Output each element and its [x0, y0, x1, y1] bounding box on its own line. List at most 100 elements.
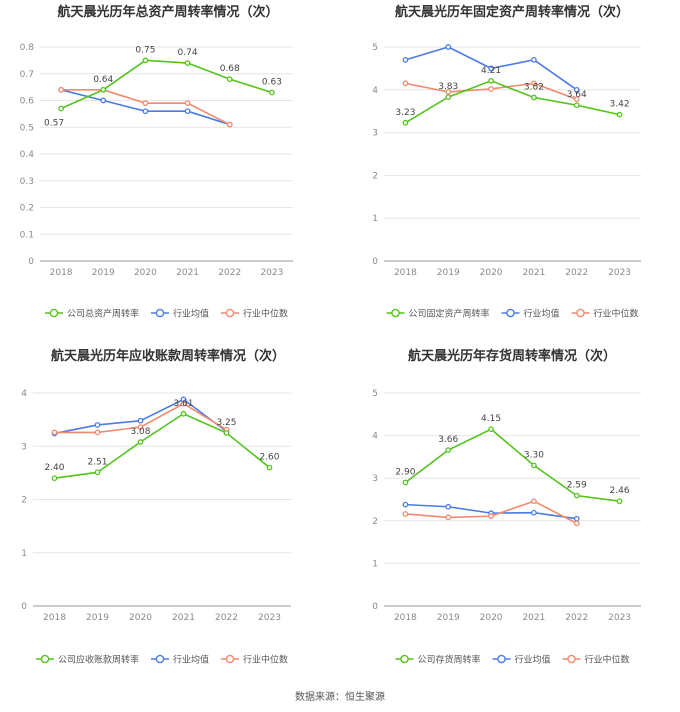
data-point [137, 439, 144, 445]
series-line [405, 79, 620, 124]
data-point [488, 426, 494, 433]
y-tick-label: 2 [21, 496, 27, 506]
x-tick-label: 2023 [260, 268, 283, 278]
data-point [531, 498, 537, 505]
x-tick-label: 2018 [394, 268, 417, 278]
data-point [445, 514, 452, 521]
series-line [60, 89, 230, 126]
legend-marker [40, 654, 50, 664]
data-label: 3.30 [524, 450, 544, 460]
x-tick-label: 2023 [608, 613, 631, 623]
data-point [488, 77, 494, 84]
data-label: 2.46 [610, 486, 630, 496]
data-point [488, 86, 494, 92]
data-label: 0.57 [44, 119, 64, 129]
data-point [402, 511, 409, 517]
data-label: 2.51 [87, 457, 107, 467]
y-tick-label: 0.2 [20, 204, 34, 214]
data-label: 2.59 [567, 481, 587, 491]
data-point [269, 89, 275, 96]
data-point [100, 97, 107, 104]
x-tick-label: 2019 [92, 268, 115, 278]
x-tick-label: 2022 [565, 613, 588, 623]
legend-marker [400, 654, 409, 664]
x-tick-label: 2022 [215, 613, 238, 623]
data-label: 2.90 [395, 467, 415, 477]
y-tick-label: 1 [21, 549, 27, 559]
y-tick-label: 4 [372, 86, 378, 96]
y-tick-label: 0.1 [20, 230, 34, 240]
data-point [573, 492, 580, 499]
data-point [266, 464, 273, 471]
data-point [402, 80, 409, 87]
data-label: 3.08 [130, 427, 150, 437]
y-tick-label: 2 [372, 517, 378, 527]
x-tick-label: 2021 [172, 613, 195, 623]
data-point [402, 56, 409, 63]
legend-label: 行业中位数 [243, 308, 288, 320]
data-label: 3.64 [567, 90, 587, 100]
series-line [60, 59, 273, 110]
data-label: 3.42 [610, 100, 630, 110]
legend-marker [576, 308, 585, 318]
x-tick-label: 2022 [565, 268, 588, 278]
y-tick-label: 1 [372, 559, 378, 569]
legend: 公司应收账款周转率 行业均值 行业中位数 [36, 654, 288, 666]
chart-title: 航天晨光历年存货周转率情况（次） [408, 348, 616, 364]
x-tick-label: 2021 [522, 268, 545, 278]
legend-marker [225, 654, 235, 664]
y-tick-label: 3 [372, 474, 378, 484]
data-point [100, 86, 107, 93]
data-point [573, 96, 580, 103]
data-point [573, 520, 580, 527]
legend-marker [49, 308, 59, 318]
data-point [94, 469, 101, 476]
data-label: 2.40 [44, 463, 64, 473]
data-point [445, 89, 452, 95]
y-tick-label: 0.7 [20, 70, 34, 80]
chart-title: 航天晨光历年总资产周转率情况（次） [57, 4, 278, 20]
y-tick-label: 3 [21, 442, 27, 452]
chart-panel-2: 航天晨光历年固定资产周转率情况（次） 0 1 2 3 4 5 2018 2019 2020 2021… [372, 4, 641, 320]
data-point [180, 400, 187, 407]
legend: 公司存货周转率 行业均值 行业中位数 [395, 654, 630, 666]
data-point [58, 105, 64, 112]
legend-label: 公司应收账款周转率 [58, 654, 139, 666]
data-point [137, 424, 144, 430]
x-tick-label: 2018 [43, 613, 66, 623]
y-tick-label: 0 [372, 257, 378, 267]
x-tick-label: 2021 [176, 268, 199, 278]
y-tick-label: 4 [21, 389, 27, 399]
data-label: 0.74 [178, 48, 198, 58]
data-label: 3.25 [216, 418, 236, 428]
data-point [402, 501, 409, 508]
data-point [223, 430, 230, 436]
data-point [445, 447, 452, 453]
y-tick-label: 0.5 [20, 123, 34, 133]
y-tick-label: 4 [372, 432, 378, 442]
data-point [445, 503, 452, 510]
data-point [51, 429, 58, 436]
x-tick-label: 2020 [129, 613, 152, 623]
data-label: 4.21 [481, 66, 501, 76]
y-tick-label: 0.4 [20, 150, 35, 160]
data-point [616, 498, 623, 505]
data-label: 3.23 [395, 108, 415, 118]
data-label: 3.66 [438, 435, 458, 445]
data-point [531, 509, 537, 516]
y-tick-label: 0.6 [20, 97, 35, 107]
y-tick-label: 0 [28, 257, 34, 267]
series-line [54, 412, 271, 479]
data-point [573, 515, 580, 522]
legend-label: 公司总资产周转率 [67, 308, 139, 320]
legend-label: 公司存货周转率 [418, 654, 481, 666]
legend: 公司总资产周转率 行业均值 行业中位数 [45, 308, 288, 320]
chart-panel-3: 航天晨光历年应收账款周转率情况（次） 0 1 2 3 4 2018 2019 2020 2021 2… [21, 348, 291, 666]
y-tick-label: 5 [372, 389, 378, 399]
data-point [445, 44, 452, 50]
y-tick-label: 5 [372, 43, 378, 53]
legend-marker [391, 308, 400, 318]
y-tick-label: 0.3 [20, 177, 34, 187]
data-source-note: 数据来源：恒生聚源 [295, 690, 385, 703]
